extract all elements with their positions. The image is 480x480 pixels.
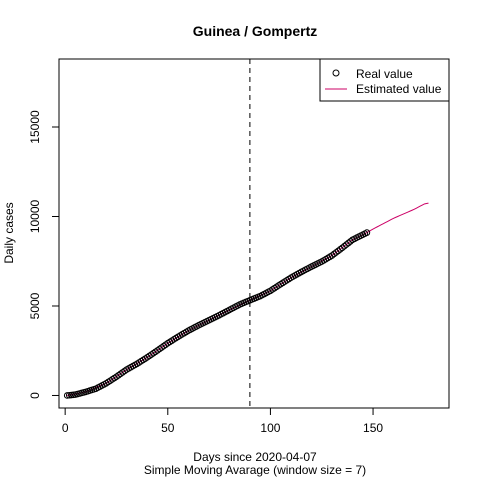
legend-box — [319, 58, 450, 102]
legend: Real value Estimated value — [319, 58, 450, 102]
y-tick-label: 5000 — [28, 292, 42, 319]
data-point-real — [363, 229, 371, 236]
y-tick-label: 0 — [28, 392, 42, 399]
x-axis: 0 50 100 150 — [62, 407, 383, 435]
x-tick-label: 50 — [161, 421, 175, 435]
data-point-real — [338, 244, 346, 252]
x-axis-label: Days since 2020-04-07 — [193, 450, 317, 464]
legend-real-marker — [332, 69, 340, 77]
x-axis-sublabel: Simple Moving Avarage (window size = 7) — [144, 463, 366, 477]
y-axis: 0 5000 10000 15000 — [28, 110, 60, 399]
legend-estimated-label: Estimated value — [356, 82, 442, 96]
x-tick-label: 100 — [260, 421, 280, 435]
data-point-real — [345, 239, 352, 247]
data-point-real — [343, 241, 350, 248]
y-axis-label: Daily cases — [2, 202, 16, 263]
plot-area — [63, 59, 429, 408]
data-point-real — [341, 242, 348, 250]
chart-title: Guinea / Gompertz — [193, 23, 317, 39]
legend-real-label: Real value — [356, 67, 413, 81]
x-tick-label: 0 — [62, 421, 69, 435]
x-tick-label: 150 — [363, 421, 383, 435]
y-tick-label: 15000 — [28, 110, 42, 144]
y-tick-label: 10000 — [28, 199, 42, 233]
